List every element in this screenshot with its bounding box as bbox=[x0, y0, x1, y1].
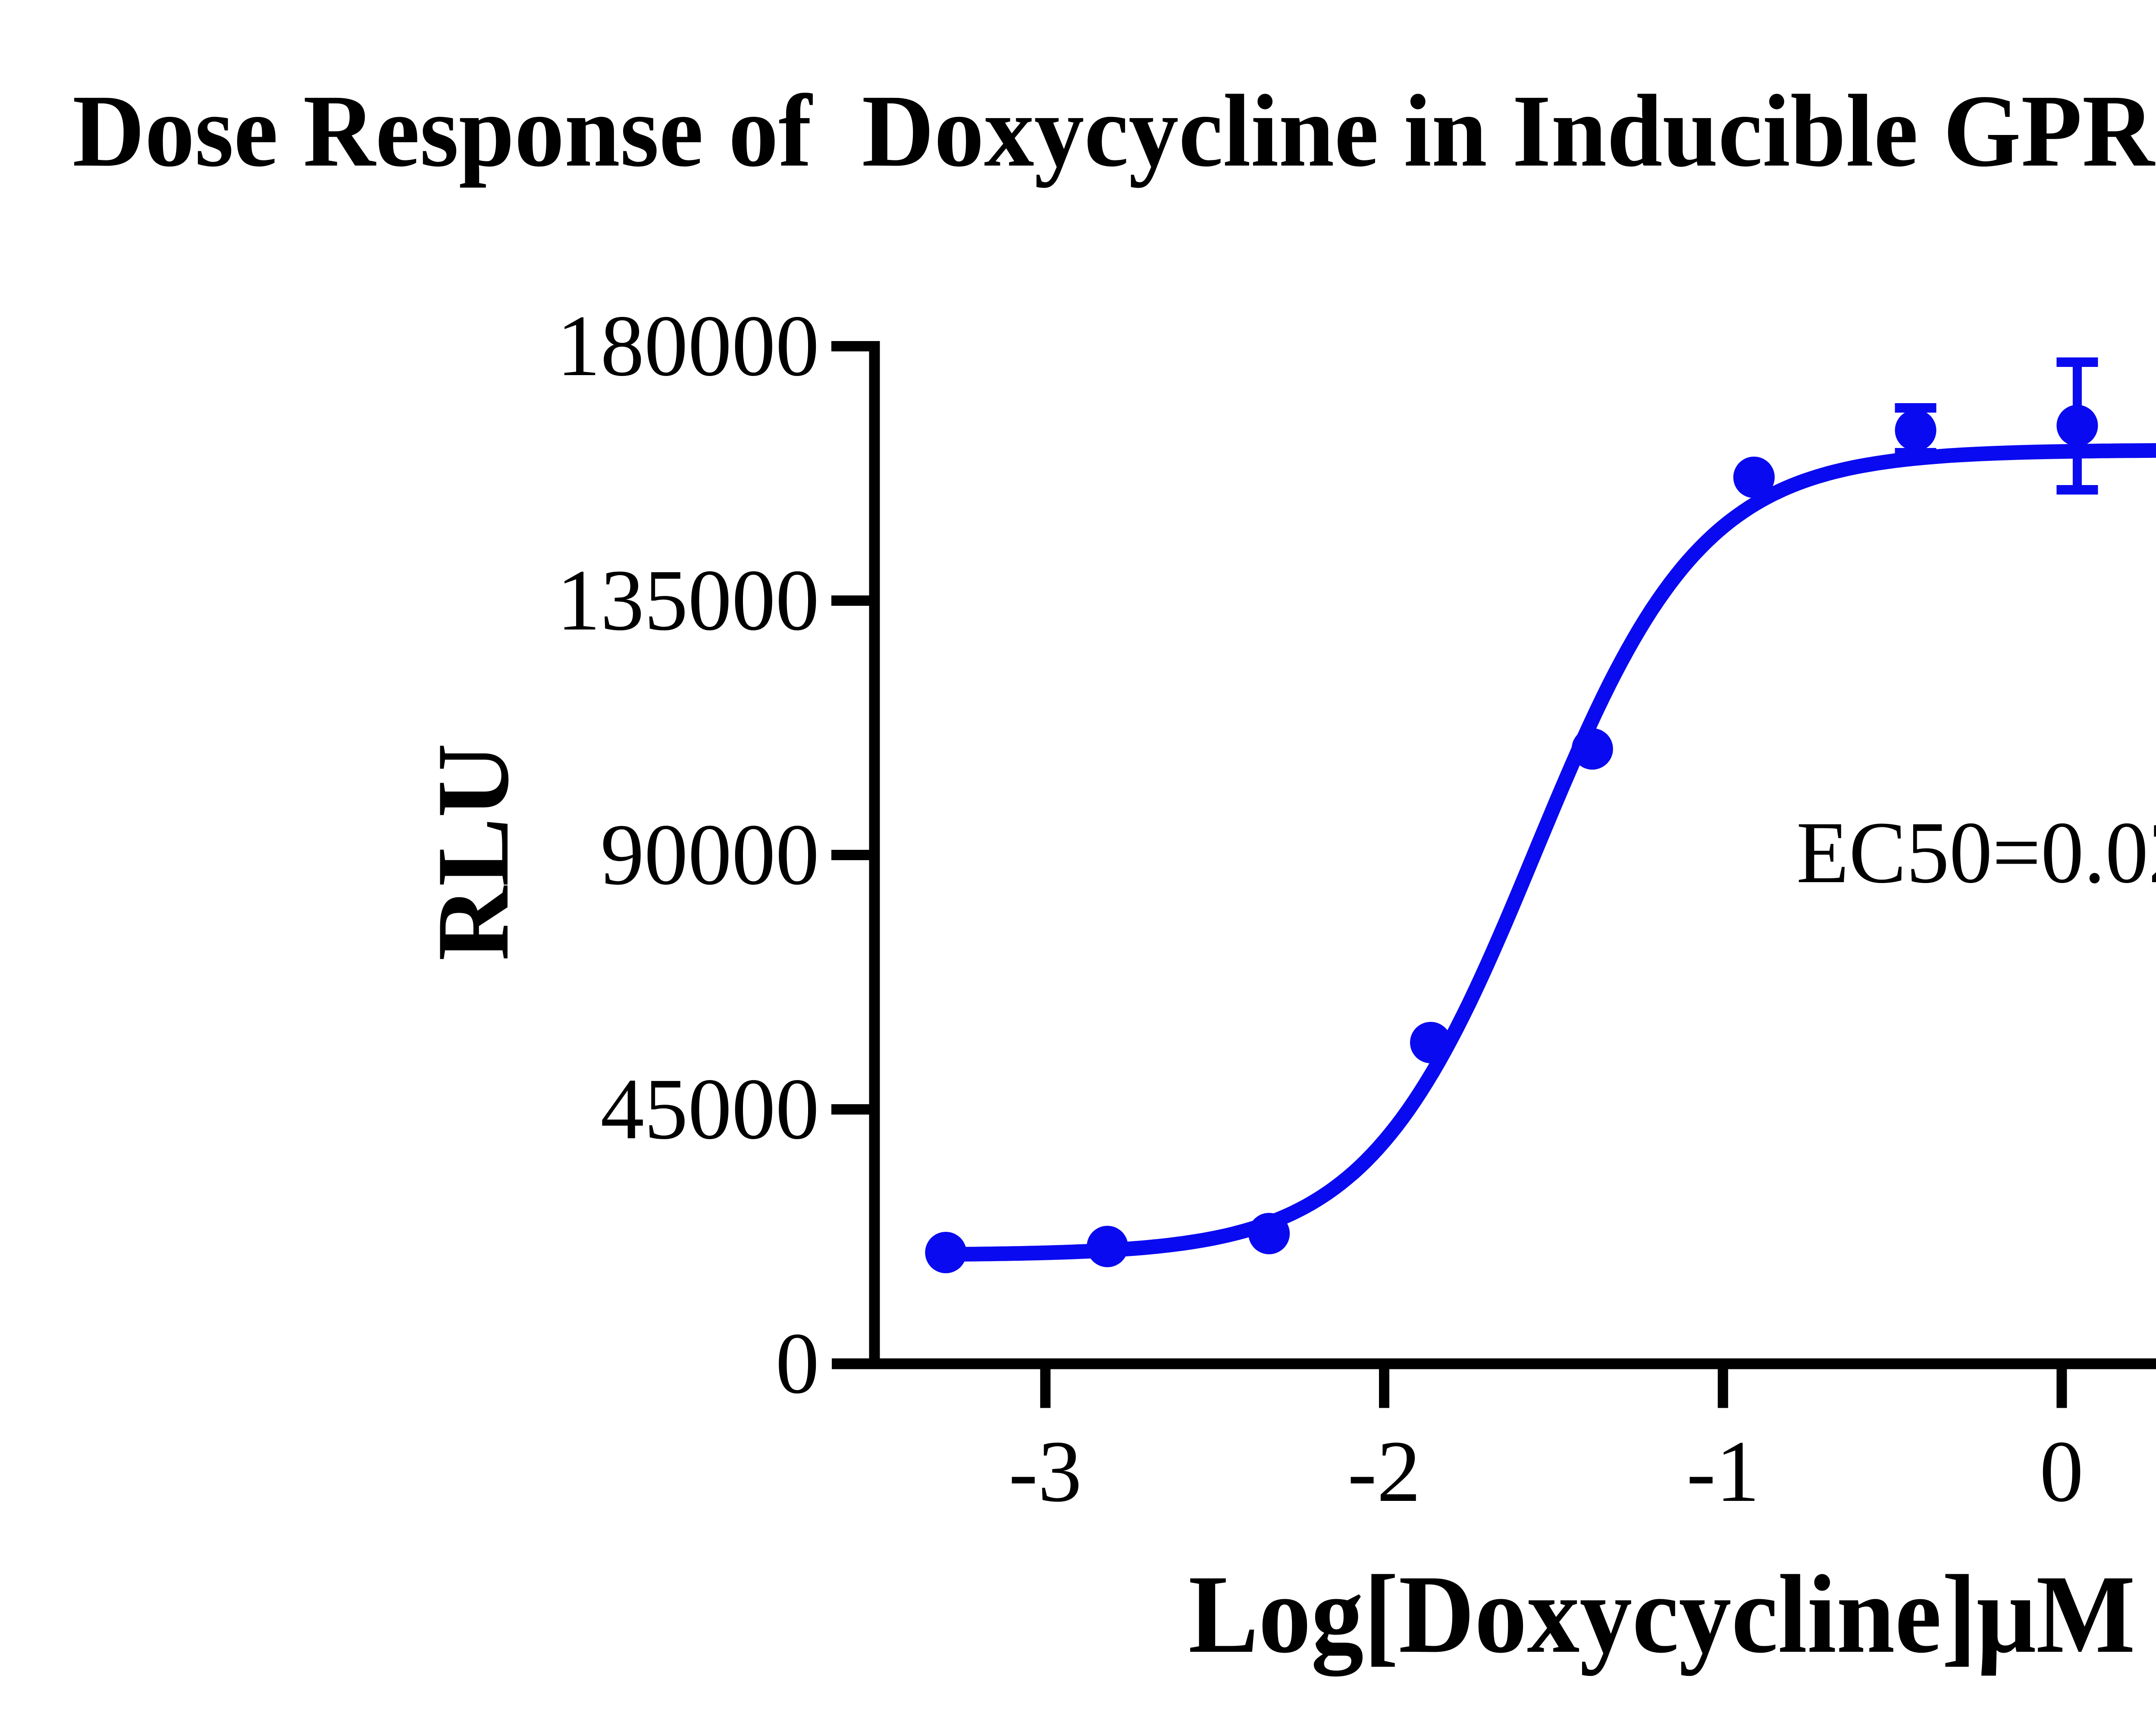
svg-text:EC50=0.028μM: EC50=0.028μM bbox=[1796, 804, 2156, 902]
svg-text:90000: 90000 bbox=[601, 806, 820, 903]
svg-text:-2: -2 bbox=[1348, 1423, 1421, 1520]
svg-text:Dose Response of Doxycycline: Dose Response of Doxycycline in Inducibl… bbox=[72, 73, 2156, 188]
svg-text:-3: -3 bbox=[1009, 1423, 1082, 1520]
svg-text:180000: 180000 bbox=[557, 297, 819, 394]
svg-text:RLU: RLU bbox=[416, 743, 530, 961]
svg-text:135000: 135000 bbox=[557, 551, 819, 648]
svg-text:Log[Doxycycline]μM: Log[Doxycycline]μM bbox=[1188, 1552, 2135, 1678]
svg-text:0: 0 bbox=[776, 1315, 820, 1412]
svg-text:-1: -1 bbox=[1686, 1423, 1760, 1520]
svg-text:0: 0 bbox=[2040, 1423, 2084, 1520]
svg-text:45000: 45000 bbox=[601, 1060, 820, 1157]
